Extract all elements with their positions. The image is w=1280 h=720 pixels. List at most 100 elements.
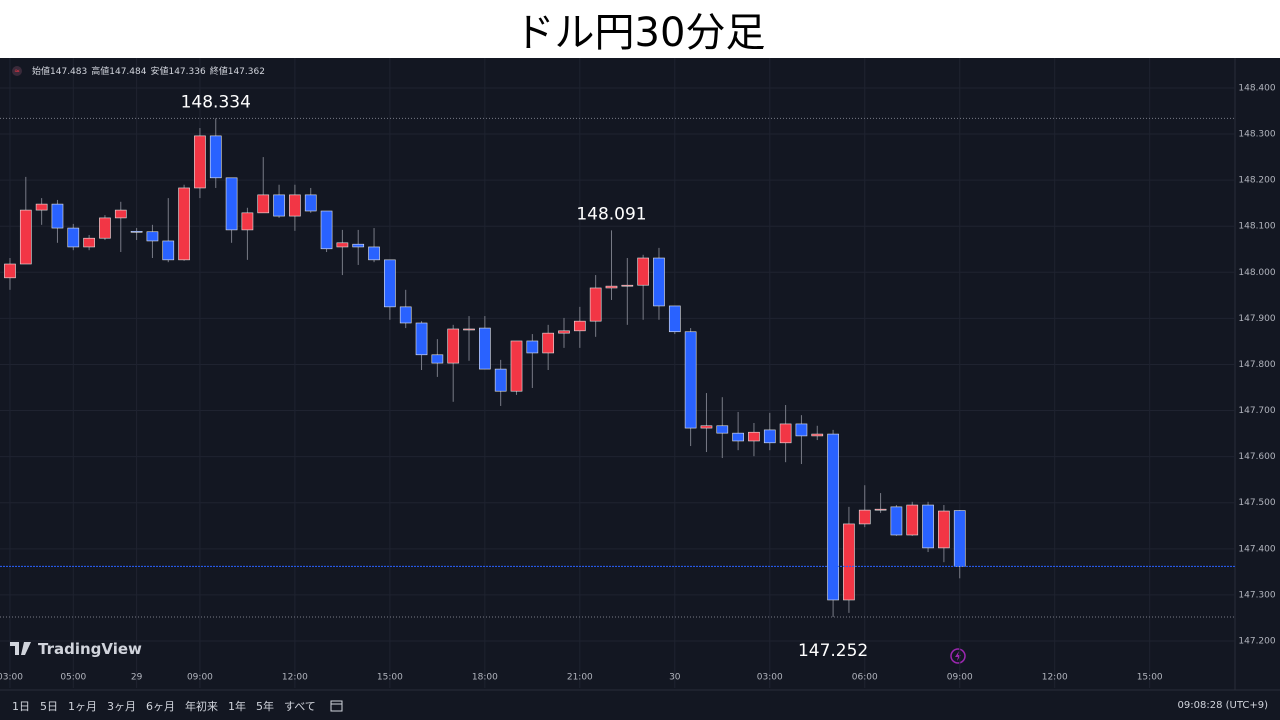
chart-background: [0, 58, 1280, 720]
candle-body: [194, 135, 206, 189]
candle-body: [209, 135, 222, 179]
candle-body: [510, 340, 523, 392]
x-tick-label: 05:00: [60, 673, 86, 683]
candle-body: [304, 194, 317, 212]
y-tick-label: 148.400: [1238, 83, 1275, 93]
candle-body: [779, 423, 792, 444]
clock: 09:08:28 (UTC+9): [1177, 700, 1268, 711]
candle-body: [558, 330, 570, 334]
range-button[interactable]: 1ヶ月: [68, 700, 97, 713]
range-buttons: 1日 5日 1ヶ月 3ヶ月 6ヶ月 年初来 1年 5年 すべて: [0, 698, 321, 714]
candle-body: [4, 263, 16, 279]
candle-body: [732, 432, 744, 442]
range-button[interactable]: 年初来: [185, 700, 218, 713]
candle-body: [225, 177, 238, 231]
candle-body: [352, 243, 365, 248]
x-tick-label: 12:00: [1042, 673, 1068, 683]
y-tick-label: 147.200: [1238, 636, 1275, 646]
candle-body: [494, 368, 507, 392]
candle-body: [827, 433, 839, 601]
y-tick-label: 147.800: [1238, 360, 1275, 370]
candle-body: [748, 431, 760, 442]
candle-body: [99, 217, 111, 239]
x-tick-label: 03:00: [0, 673, 23, 683]
candle-body: [573, 320, 586, 332]
branding: TradingView: [10, 640, 142, 658]
candle-body: [336, 242, 349, 248]
x-tick-label: 03:00: [757, 673, 783, 683]
chart: 147.200 147.300 147.400 147.500 147.600 147.7…: [0, 58, 1280, 720]
legend-value: 147.362: [227, 67, 265, 77]
candle-body: [542, 332, 555, 354]
candle-body: [811, 433, 824, 437]
candle-body: [589, 287, 602, 322]
toolbar: 1日 5日 1ヶ月 3ヶ月 6ヶ月 年初来 1年 5年 すべて 09:08:28 (UTC+9): [0, 692, 1280, 720]
y-tick-label: 147.300: [1238, 590, 1275, 600]
legend-item: 終値147.362: [210, 64, 265, 77]
range-button[interactable]: 3ヶ月: [107, 700, 136, 713]
legend-item: 高値147.484: [91, 64, 146, 77]
x-tick-label: 15:00: [1137, 673, 1163, 683]
candle-body: [684, 331, 697, 429]
candle-body: [922, 504, 934, 549]
legend-label: 安値: [150, 67, 169, 77]
range-button[interactable]: 5日: [40, 700, 58, 713]
legend-label: 始値: [32, 67, 51, 77]
range-button[interactable]: 1年: [228, 700, 246, 713]
brand-name: TradingView: [38, 640, 142, 658]
x-tick-label: 06:00: [852, 673, 878, 683]
candle-body: [795, 423, 808, 437]
y-tick-label: 148.200: [1238, 176, 1275, 186]
y-tick-label: 147.700: [1238, 406, 1275, 416]
candle-body: [431, 354, 444, 364]
x-tick-label: 15:00: [377, 673, 403, 683]
candle-body: [858, 509, 871, 525]
legend-label: 終値: [209, 67, 228, 77]
y-tick-label: 148.100: [1238, 222, 1275, 232]
x-tick-label: 30: [669, 673, 681, 683]
candle-body: [162, 240, 175, 261]
x-tick-label: 09:00: [947, 673, 973, 683]
x-tick-label: 12:00: [282, 673, 308, 683]
candle-body: [178, 187, 190, 261]
candle-body: [114, 209, 127, 219]
range-button[interactable]: 5年: [256, 700, 274, 713]
candle-body: [763, 429, 776, 444]
y-tick-label: 147.600: [1238, 452, 1275, 462]
candle-body: [289, 194, 301, 217]
date-range-icon[interactable]: [329, 698, 345, 714]
candle-body: [273, 194, 285, 217]
y-tick-label: 147.900: [1238, 314, 1275, 324]
y-tick-label: 148.000: [1238, 268, 1275, 278]
candle-body: [447, 328, 460, 364]
candle-body: [368, 246, 380, 261]
candle-body: [874, 508, 887, 511]
candle-body: [906, 504, 919, 536]
y-tick-label: 147.500: [1238, 498, 1275, 508]
range-button[interactable]: 1日: [12, 700, 30, 713]
range-button[interactable]: すべて: [284, 700, 316, 713]
candle-body: [716, 425, 729, 434]
candle-body: [890, 506, 903, 536]
candle-body: [384, 259, 396, 308]
y-tick-label: 148.300: [1238, 130, 1275, 140]
event-icon[interactable]: [950, 648, 966, 664]
annotation-label: 147.252: [798, 641, 868, 661]
candle-body: [668, 305, 681, 333]
candle-body: [938, 510, 950, 549]
candle-body: [146, 231, 159, 242]
x-tick-label: 21:00: [567, 673, 593, 683]
candle-body: [51, 203, 64, 229]
candle-body: [83, 237, 95, 248]
brand-logo: [10, 642, 31, 655]
candle-body: [526, 340, 539, 354]
x-tick-label: 29: [131, 673, 143, 683]
range-button[interactable]: 6ヶ月: [146, 700, 175, 713]
legend-value: 147.484: [109, 67, 147, 77]
page-title: ドル円30分足: [514, 10, 766, 56]
ohlc-legend: ≈ 始値147.483 高値147.484 安値147.336 終値147.362: [12, 64, 265, 77]
annotation-label: 148.091: [576, 204, 646, 224]
x-tick-label: 09:00: [187, 673, 213, 683]
legend-value: 147.336: [168, 67, 206, 77]
